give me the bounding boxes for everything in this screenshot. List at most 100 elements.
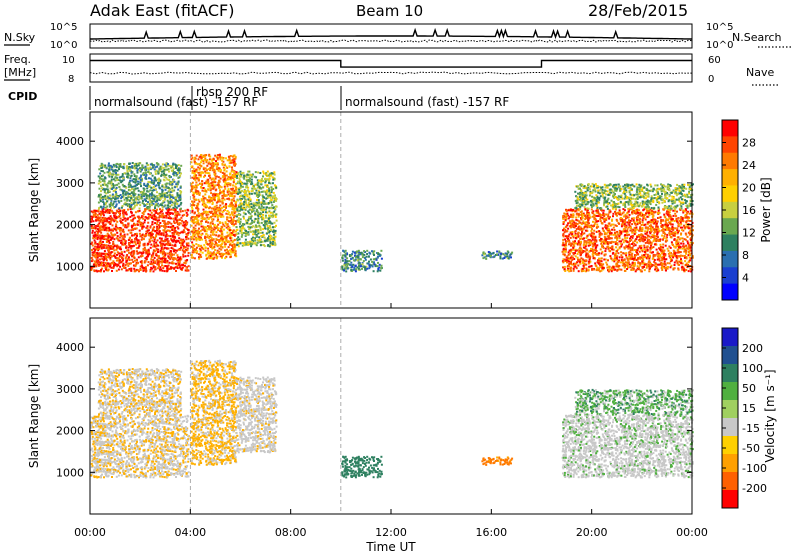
power-cell <box>126 174 129 177</box>
power-cell <box>631 223 634 226</box>
power-cell <box>103 188 106 191</box>
power-cell <box>92 247 95 250</box>
power-cell <box>142 217 145 220</box>
power-cell <box>588 239 591 242</box>
power-cell <box>143 182 146 185</box>
power-cell <box>351 250 354 253</box>
power-cell <box>163 265 166 268</box>
power-cell <box>197 231 199 234</box>
power-cell <box>182 229 185 232</box>
power-cell <box>270 187 273 190</box>
power-cell <box>109 253 112 256</box>
power-cell <box>130 194 133 197</box>
power-cell <box>264 178 266 181</box>
power-cell <box>202 156 205 158</box>
power-cell <box>354 258 357 261</box>
power-cell <box>601 240 604 243</box>
power-cell <box>166 196 169 199</box>
power-cell <box>482 252 485 255</box>
power-cell <box>251 210 254 213</box>
power-cell <box>106 219 109 222</box>
power-cell <box>202 168 205 171</box>
power-cell <box>152 249 155 252</box>
power-cell <box>654 235 657 238</box>
power-cell <box>264 214 267 217</box>
power-cell <box>92 227 95 230</box>
power-cell <box>90 225 93 227</box>
power-cell <box>102 227 105 230</box>
power-cell <box>107 251 110 253</box>
power-cell <box>198 237 201 240</box>
power-cell <box>171 165 174 168</box>
power-cell <box>145 252 148 255</box>
power-cell <box>124 217 127 220</box>
power-cell <box>269 173 272 176</box>
power-cell <box>237 220 240 223</box>
power-cell <box>199 236 202 239</box>
power-cell <box>231 208 234 211</box>
power-cell <box>665 227 668 230</box>
power-cell <box>165 222 168 225</box>
power-cell <box>134 270 137 273</box>
power-cell <box>236 213 239 216</box>
power-cell <box>197 235 200 238</box>
power-cell <box>271 238 274 241</box>
power-cell <box>240 190 243 193</box>
power-cell <box>247 202 250 204</box>
power-cell <box>257 203 260 206</box>
power-cell <box>666 262 669 265</box>
power-cell <box>215 193 218 195</box>
power-cell <box>211 162 214 165</box>
power-cell <box>105 256 108 259</box>
power-cell <box>175 200 178 203</box>
power-cell <box>230 187 233 190</box>
power-cell <box>264 184 267 187</box>
power-cell <box>175 202 178 205</box>
power-cell <box>159 169 162 172</box>
power-cell <box>100 235 103 238</box>
power-cell <box>569 236 572 239</box>
power-cell <box>99 258 102 261</box>
power-cell <box>129 184 132 187</box>
power-cell <box>178 213 181 216</box>
power-cell <box>220 233 223 235</box>
power-cell <box>260 208 263 211</box>
power-cell <box>224 163 226 166</box>
power-region-1 <box>97 162 183 210</box>
power-cell <box>583 267 586 269</box>
power-cell <box>147 194 150 197</box>
power-cell <box>152 251 155 254</box>
power-cell <box>275 198 278 200</box>
power-cell <box>125 213 128 216</box>
power-cell <box>123 250 126 253</box>
power-cell <box>101 195 104 198</box>
power-cell <box>580 257 583 260</box>
power-cell <box>274 196 277 199</box>
power-cell <box>229 203 232 206</box>
power-cell <box>181 210 184 213</box>
power-cell <box>181 243 184 245</box>
power-cell <box>216 255 219 258</box>
power-cell <box>107 197 110 200</box>
power-cell <box>154 230 157 233</box>
power-cell <box>176 211 179 213</box>
power-cell <box>113 165 116 168</box>
power-cell <box>175 174 178 177</box>
power-cell <box>268 192 271 195</box>
power-cell <box>164 252 167 255</box>
power-cell <box>241 233 244 236</box>
power-cell <box>106 239 109 242</box>
power-cell <box>205 226 208 229</box>
power-cell <box>205 220 207 223</box>
power-cell <box>113 214 116 217</box>
power-cell <box>153 168 156 171</box>
power-cell <box>173 189 176 192</box>
power-cell <box>170 183 173 186</box>
power-cell <box>102 197 104 200</box>
power-cell <box>203 204 205 207</box>
power-cell <box>118 259 121 262</box>
power-cell <box>109 262 112 265</box>
power-cell <box>217 154 220 156</box>
power-cell <box>623 209 626 212</box>
power-cell <box>109 194 111 197</box>
